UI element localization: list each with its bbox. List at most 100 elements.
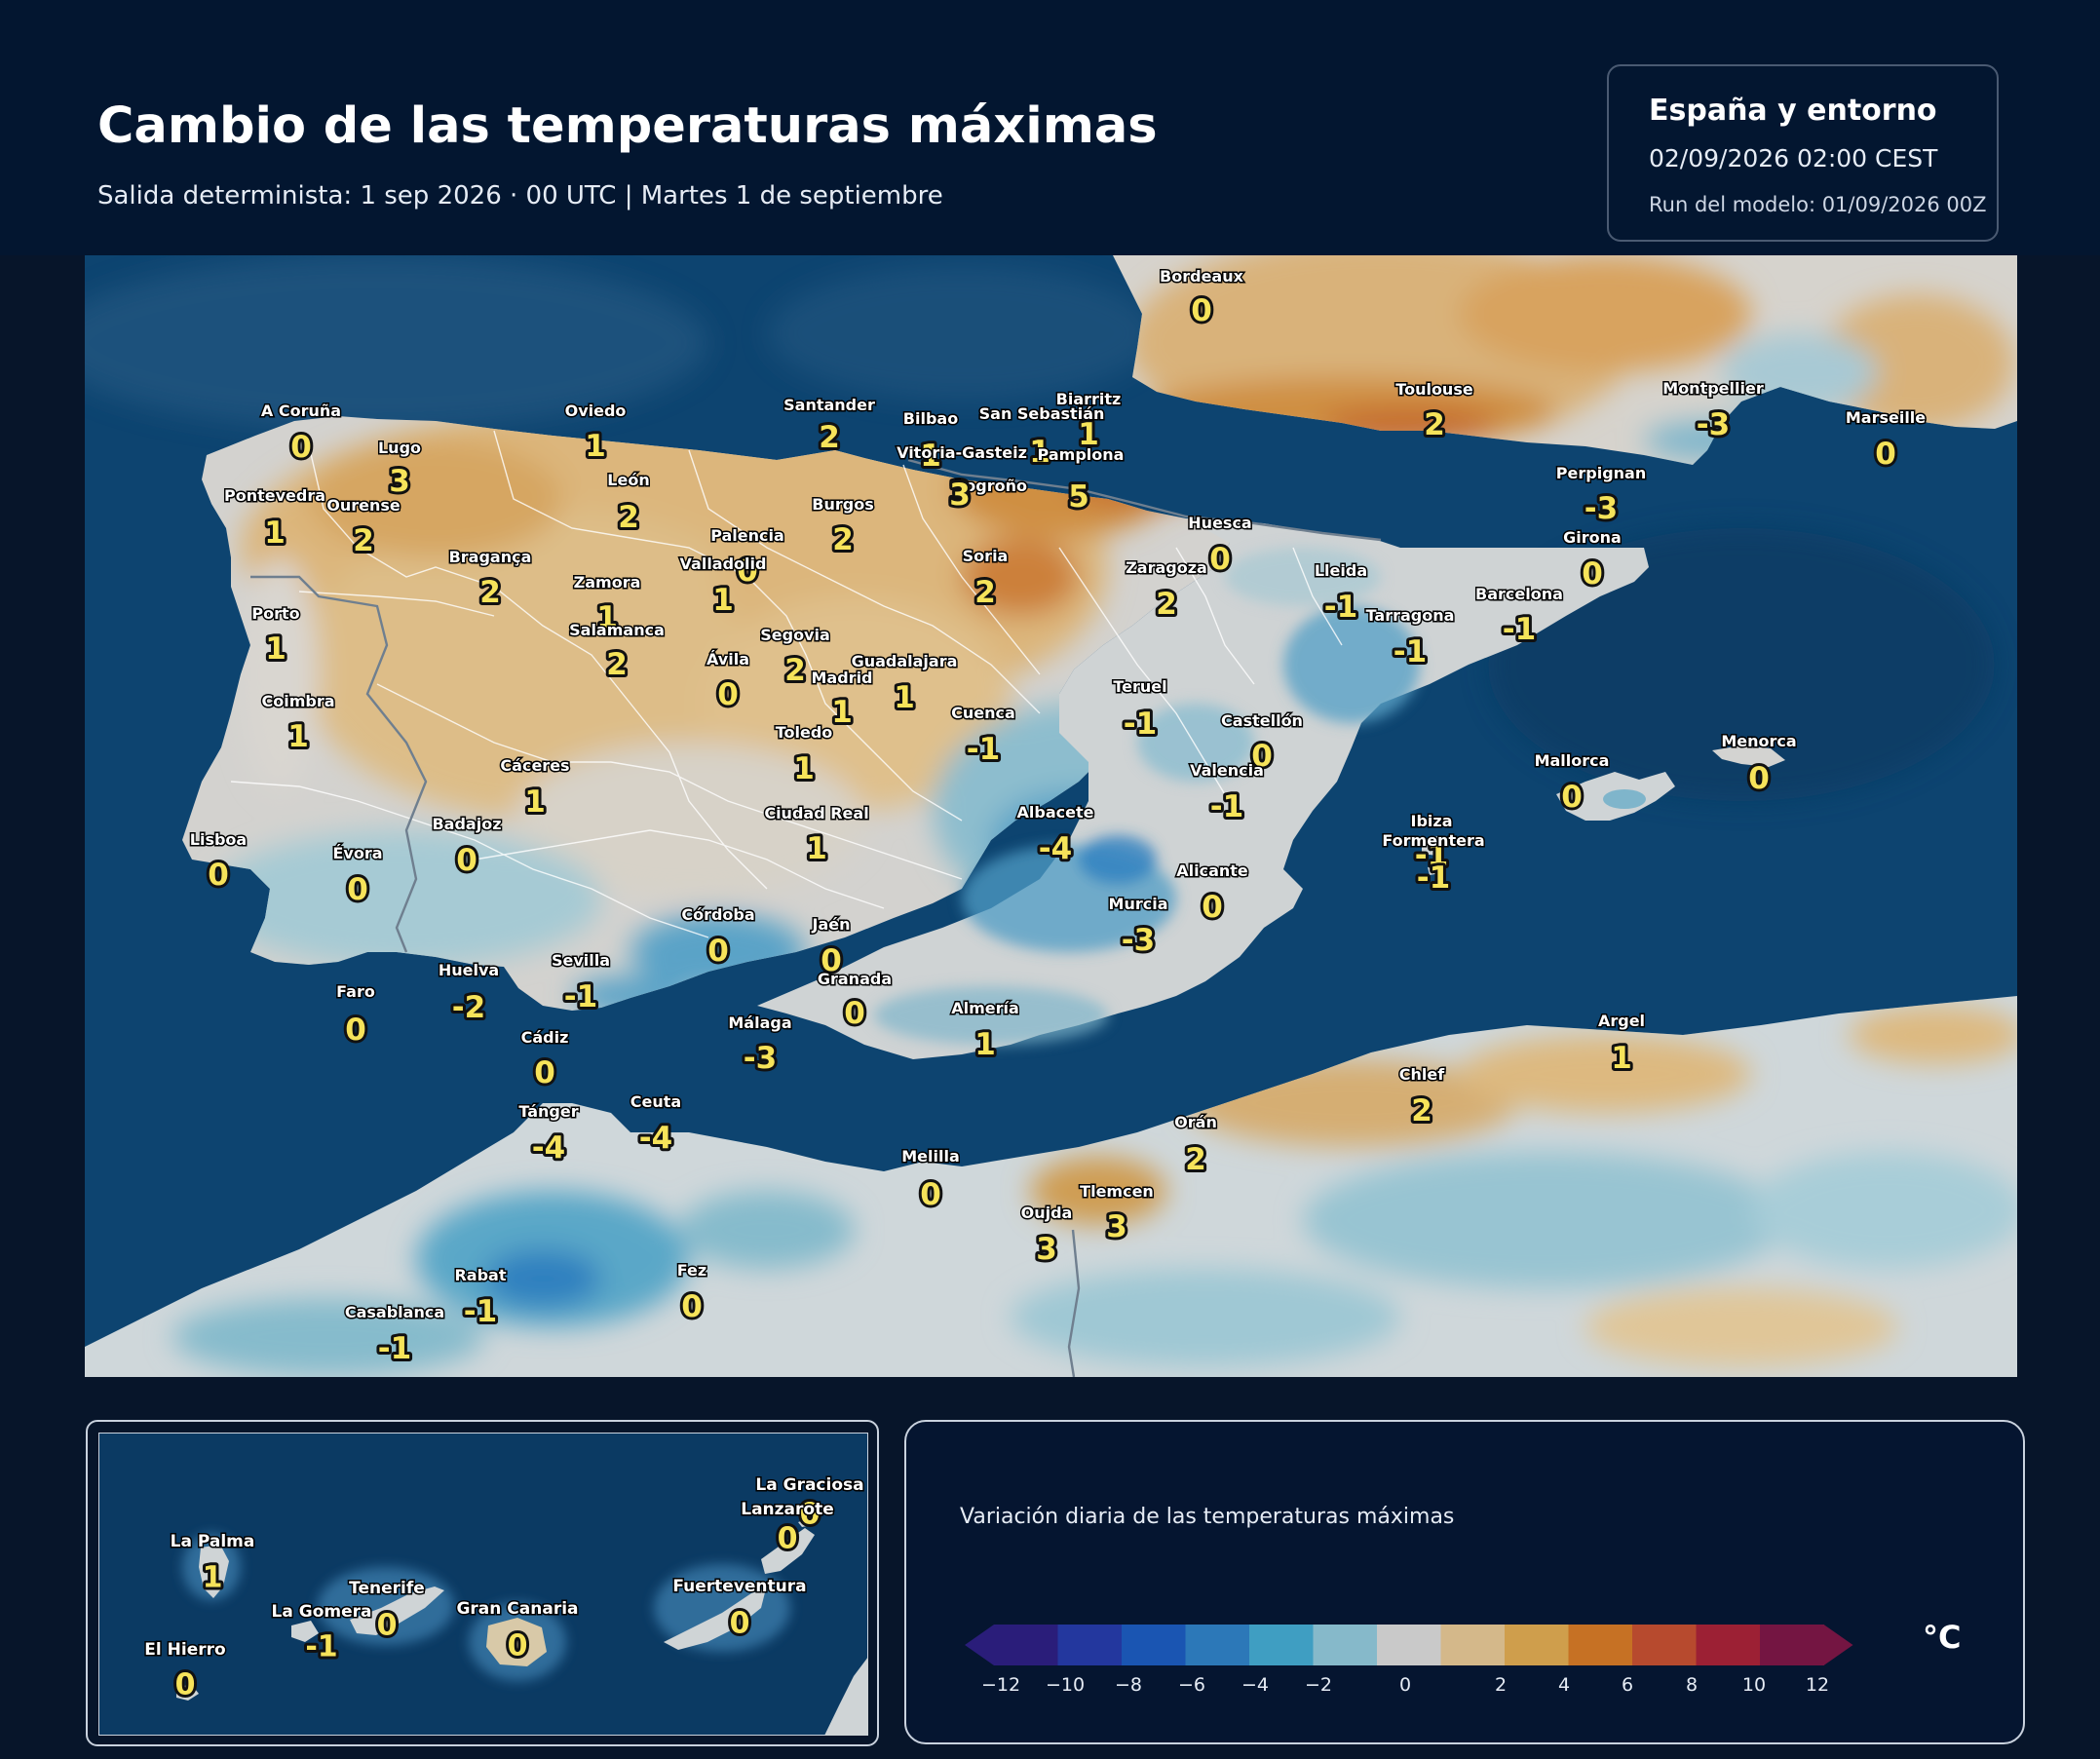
region-borders [230,430,1343,938]
colorbar-tick-label: 6 [1622,1674,1633,1696]
city-porto-label: Porto [251,604,299,623]
city-murcia-value: -3 [1122,923,1155,958]
city-oujda-value: 3 [1036,1232,1057,1267]
canary-la-palma-label: La Palma [171,1532,255,1551]
info-date: 02/09/2026 02:00 CEST [1649,144,1938,172]
city-pamplona-label: Pamplona [1038,445,1125,464]
colorbar-segment [1185,1625,1250,1665]
colorbar-tick-label: 8 [1686,1674,1698,1696]
city-vitoria-gasteiz-value: 3 [949,476,971,511]
city-pontevedra-label: Pontevedra [224,486,325,505]
city-almeria-label: Almería [951,999,1019,1017]
colorbar-tick-label: 4 [1558,1674,1570,1696]
city-casablanca-value: -1 [378,1331,411,1366]
canary-el-hierro-label: El Hierro [144,1640,225,1660]
gran-canaria-island [486,1618,547,1666]
city-mallorca-value: 0 [1561,780,1583,815]
la-gomera-island [291,1621,319,1642]
city-zaragoza-label: Zaragoza [1126,558,1207,577]
city-cuenca-label: Cuenca [951,704,1015,722]
city-vitoria-gasteiz-label: Vitoria-Gasteiz [897,443,1027,462]
city-oviedo-value: 1 [585,429,606,464]
city-lleida-label: Lleida [1315,561,1367,580]
city-santander-value: 2 [819,420,840,455]
colorbar-segment [1057,1625,1123,1665]
city-montpellier-label: Montpellier [1662,379,1764,398]
city-logrono-label: Logroño [955,477,1027,495]
colorbar-segment [1760,1625,1824,1665]
city-valencia-value: -1 [1210,789,1243,824]
city-coimbra-label: Coimbra [261,692,334,710]
city-braganca-label: Bragança [449,548,532,566]
city-girona-label: Girona [1563,528,1622,547]
main-map[interactable]: Bordeaux 0 Toulouse 2 Montpellier -3 Marseille… [85,255,2017,1377]
city-tlemcen-label: Tlemcen [1080,1182,1154,1201]
city-soria-value: 2 [974,575,996,610]
colorbar-segment [1249,1625,1314,1665]
canary-el-hierro-value: 0 [175,1668,196,1702]
city-formentera-value: -1 [1417,860,1450,896]
la-graciosa-island [798,1518,812,1527]
city-bordeaux-value: 0 [1191,293,1212,328]
city-alicante-label: Alicante [1176,861,1248,880]
city-melilla-value: 0 [920,1177,941,1212]
canary-fuerteventura-label: Fuerteventura [672,1577,806,1596]
city-chlef-value: 2 [1411,1093,1432,1128]
city-oran-label: Orán [1174,1113,1217,1131]
canary-gran-canaria-value: 0 [508,1629,528,1663]
city-oujda-label: Oujda [1021,1204,1073,1222]
city-tarragona-label: Tarragona [1366,606,1455,625]
city-lugo-value: 3 [389,464,410,499]
canary-inset[interactable]: La Graciosa 0 Lanzarote 0 La Palma 1 Tenerife 0… [86,1420,879,1746]
city-ibiza-value: -1 [1415,838,1448,873]
colorbar-tick-label: 0 [1399,1674,1411,1696]
tenerife-island [350,1587,444,1635]
city-ibiza-label: Ibiza [1411,812,1453,830]
city-a-coruna-value: 0 [290,430,312,465]
colorbar-segment [1505,1625,1569,1665]
city-montpellier-value: -3 [1697,407,1730,442]
city-evora-value: 0 [347,872,368,907]
city-malaga-value: -3 [744,1041,777,1076]
city-avila-value: 0 [717,677,739,712]
city-badajoz-label: Badajoz [432,815,501,833]
city-ceuta-label: Ceuta [630,1092,681,1111]
city-faro-value: 0 [345,1013,366,1048]
city-zamora-value: 1 [596,600,618,635]
colorbar-segment [1696,1625,1761,1665]
colorbar-tick-label: 12 [1806,1674,1829,1696]
city-castellon-label: Castellón [1221,711,1303,730]
city-teruel-value: -1 [1124,707,1157,742]
city-badajoz-value: 0 [456,843,477,878]
city-biarritz-label: Biarritz [1056,390,1122,408]
city-toledo-value: 1 [793,751,815,786]
city-barcelona-value: -1 [1503,612,1536,647]
city-jaen-value: 0 [821,943,842,978]
colorbar-tick-label: −4 [1241,1674,1269,1696]
city-caceres-value: 1 [524,784,546,820]
city-barcelona-label: Barcelona [1475,585,1563,603]
city-fez-value: 0 [681,1289,703,1324]
colorbar-tick-label: −2 [1305,1674,1332,1696]
city-san-sebastian-label: San Sebastián [979,404,1105,423]
info-region: España y entorno [1649,94,1937,128]
city-malaga-label: Málaga [728,1013,791,1032]
city-bilbao-value: 1 [920,439,941,474]
la-palma-island [199,1545,229,1598]
city-braganca-value: 2 [479,575,501,610]
city-albacete-label: Albacete [1017,803,1094,822]
colorbar: −12 −10 −8 −6 −4 −2 0 2 4 6 8 10 12 [965,1625,1853,1696]
city-sevilla-value: -1 [564,979,597,1014]
city-a-coruna-label: A Coruña [261,402,341,420]
city-casablanca-label: Casablanca [345,1303,444,1321]
city-palencia-label: Palencia [710,526,784,545]
africa-coast [824,1657,868,1736]
legend-unit: °C [1923,1619,1962,1656]
colorbar-segment [1632,1625,1697,1665]
city-rabat-value: -1 [464,1294,497,1329]
city-santander-label: Santander [783,396,875,414]
colorbar-arrow-low [965,1625,994,1665]
city-sevilla-label: Sevilla [552,951,610,970]
canary-la-graciosa-value: 0 [800,1498,821,1532]
cloud-shade [85,255,708,431]
